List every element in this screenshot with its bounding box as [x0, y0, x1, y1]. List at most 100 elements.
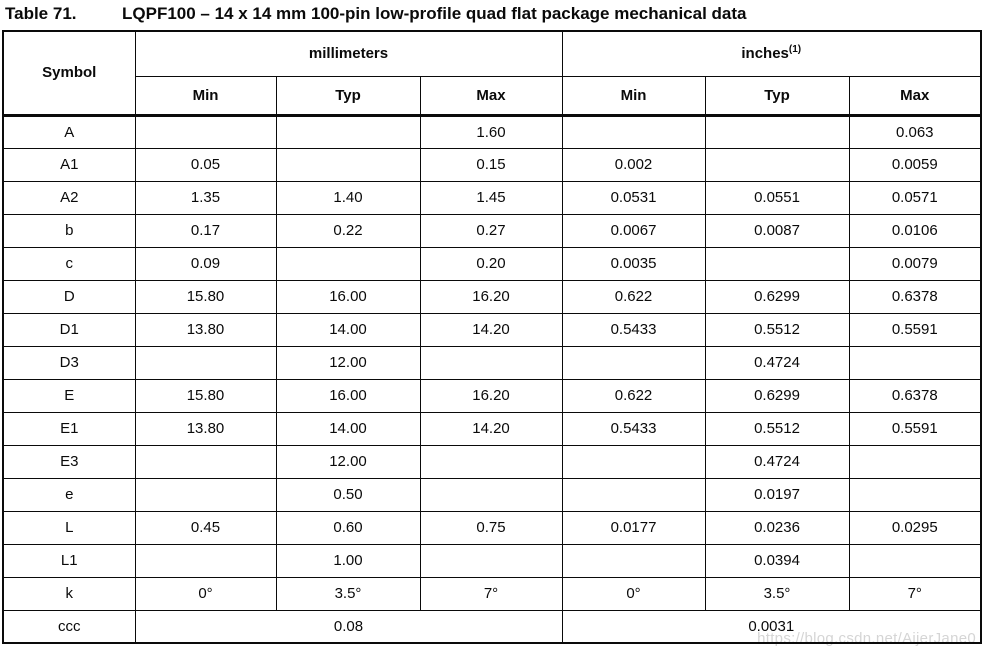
table-cell: 12.00	[275, 444, 421, 479]
row-symbol: k	[2, 576, 136, 611]
table-cell: 1.00	[275, 543, 421, 578]
row-symbol: D1	[2, 312, 136, 347]
header-mm-max: Max	[419, 75, 563, 116]
table-cell: 0.5591	[848, 411, 982, 446]
mechanical-data-table: Symbol millimeters inches(1) Min Typ Max…	[2, 30, 983, 644]
table-cell: 0.002	[561, 147, 706, 182]
table-cell: 0.063	[848, 113, 982, 149]
table-cell	[704, 246, 850, 281]
table-cell: 13.80	[134, 411, 277, 446]
table-row-A2: A2 1.35 1.40 1.45 0.0531 0.0551 0.0571	[2, 180, 982, 215]
row-symbol: E1	[2, 411, 136, 446]
table-cell: 0°	[134, 576, 277, 611]
table-cell: 0.20	[419, 246, 563, 281]
table-cell: 16.20	[419, 378, 563, 413]
table-cell: 0.0394	[704, 543, 850, 578]
row-symbol: e	[2, 477, 136, 512]
table-cell: 3.5°	[275, 576, 421, 611]
table-row-D: D 15.80 16.00 16.20 0.622 0.6299 0.6378	[2, 279, 982, 314]
table-cell: 0.0177	[561, 510, 706, 545]
header-symbol: Symbol	[2, 30, 136, 116]
table-cell: 0.0197	[704, 477, 850, 512]
table-cell: 0.75	[419, 510, 563, 545]
table-cell: 0.5433	[561, 312, 706, 347]
table-cell: 0.27	[419, 213, 563, 248]
table-cell: 0.4724	[704, 444, 850, 479]
table-cell: 0.5591	[848, 312, 982, 347]
row-symbol: A1	[2, 147, 136, 182]
row-symbol: E	[2, 378, 136, 413]
table-cell	[419, 543, 563, 578]
row-symbol: E3	[2, 444, 136, 479]
table-cell: 0.5433	[561, 411, 706, 446]
table-cell: 0.0551	[704, 180, 850, 215]
table-cell	[134, 113, 277, 149]
table-cell	[419, 345, 563, 380]
table-cell: 0.622	[561, 378, 706, 413]
table-cell: 14.20	[419, 312, 563, 347]
row-symbol: D	[2, 279, 136, 314]
table-body: A 1.60 0.063 A1 0.05 0.15 0.002 0.0059 A…	[2, 113, 982, 644]
header-group-millimeters: millimeters	[134, 30, 563, 77]
table-cell: 0.15	[419, 147, 563, 182]
table-cell	[275, 246, 421, 281]
table-cell: 3.5°	[704, 576, 850, 611]
header-group-inches: inches(1)	[561, 30, 982, 77]
row-symbol: b	[2, 213, 136, 248]
table-header: Symbol millimeters inches(1) Min Typ Max…	[2, 30, 982, 116]
table-cell: 0.0295	[848, 510, 982, 545]
table-cell: 0.09	[134, 246, 277, 281]
table-cell: 0.05	[134, 147, 277, 182]
table-cell	[134, 444, 277, 479]
table-cell: 0.0059	[848, 147, 982, 182]
row-symbol: c	[2, 246, 136, 281]
table-cell-merged-mm: 0.08	[134, 609, 563, 644]
table-cell: 16.00	[275, 279, 421, 314]
table-cell: 15.80	[134, 279, 277, 314]
table-cell: 0.6378	[848, 279, 982, 314]
table-cell: 0.60	[275, 510, 421, 545]
table-cell	[561, 345, 706, 380]
table-cell: 0.6299	[704, 279, 850, 314]
table-cell: 1.60	[419, 113, 563, 149]
row-symbol: ccc	[2, 609, 136, 644]
table-cell: 12.00	[275, 345, 421, 380]
table-cell: 0.4724	[704, 345, 850, 380]
table-cell	[704, 113, 850, 149]
table-cell: 15.80	[134, 378, 277, 413]
table-cell: 1.45	[419, 180, 563, 215]
header-group-inches-label: inches	[741, 45, 789, 63]
table-cell: 0.45	[134, 510, 277, 545]
table-cell	[848, 477, 982, 512]
row-symbol: D3	[2, 345, 136, 380]
table-row-D3: D3 12.00 0.4724	[2, 345, 982, 380]
table-cell: 0.5512	[704, 312, 850, 347]
table-row-A: A 1.60 0.063	[2, 113, 982, 149]
table-cell	[561, 444, 706, 479]
table-cell	[848, 543, 982, 578]
table-caption-title: LQPF100 – 14 x 14 mm 100-pin low-profile…	[122, 4, 747, 23]
footnote-marker: (1)	[788, 44, 802, 56]
table-cell	[134, 477, 277, 512]
table-cell: 0.0236	[704, 510, 850, 545]
table-cell: 0.50	[275, 477, 421, 512]
table-cell: 0.0531	[561, 180, 706, 215]
table-row-ccc: ccc 0.08 0.0031	[2, 609, 982, 644]
table-row-e: e 0.50 0.0197	[2, 477, 982, 512]
table-caption: Table 71. LQPF100 – 14 x 14 mm 100-pin lo…	[5, 4, 747, 24]
row-symbol: L	[2, 510, 136, 545]
table-cell: 0.6299	[704, 378, 850, 413]
table-cell: 0°	[561, 576, 706, 611]
table-cell: 0.6378	[848, 378, 982, 413]
header-in-min: Min	[561, 75, 706, 116]
table-cell: 7°	[848, 576, 982, 611]
table-row-L1: L1 1.00 0.0394	[2, 543, 982, 578]
table-cell: 7°	[419, 576, 563, 611]
table-caption-number: Table 71.	[5, 4, 77, 23]
table-cell: 14.00	[275, 312, 421, 347]
header-in-typ: Typ	[704, 75, 850, 116]
table-row-k: k 0° 3.5° 7° 0° 3.5° 7°	[2, 576, 982, 611]
table-cell	[561, 543, 706, 578]
row-symbol: L1	[2, 543, 136, 578]
